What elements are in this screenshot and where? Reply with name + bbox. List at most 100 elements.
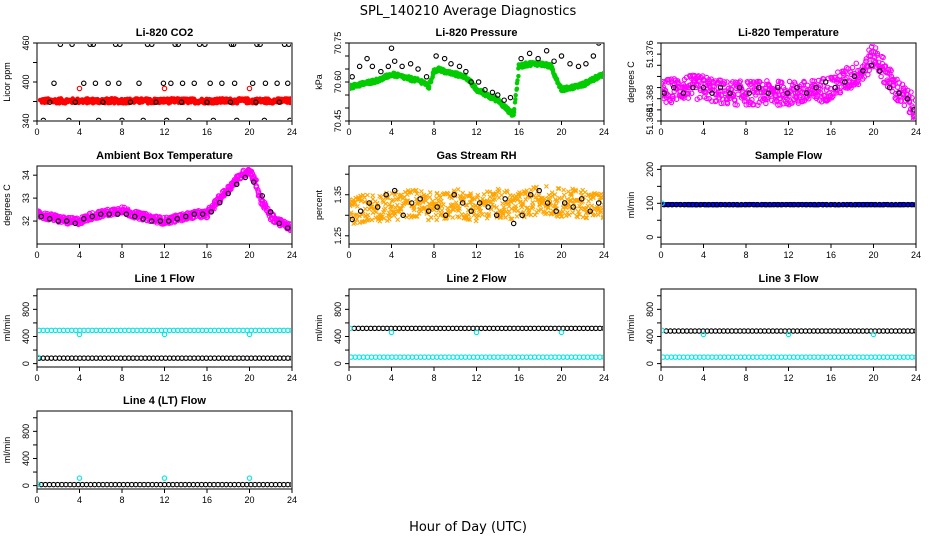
data-point [516, 73, 521, 79]
data-point [896, 80, 903, 86]
data-point [427, 190, 433, 195]
data-point [289, 355, 291, 361]
data-point [913, 328, 915, 334]
data-point [366, 200, 372, 206]
panel-ambient-box-temperature: Ambient Box Temperature degrees C 0 4 8 12 16 2… [2, 150, 297, 260]
y-tick-label: 33 [21, 193, 31, 203]
x-axis: 0 4 8 12 16 20 24 [34, 489, 297, 505]
data-point [66, 117, 72, 120]
data-point [514, 214, 520, 219]
x-tick-label: 0 [346, 373, 351, 383]
data-point [746, 87, 752, 94]
x-axis: 0 4 8 12 16 20 24 [658, 244, 921, 260]
y-tick-label: 400 [21, 74, 31, 89]
data-point [407, 200, 413, 206]
data-point [507, 94, 514, 101]
y-axis: 0 400 800 [21, 295, 37, 366]
series-minute-box-temperature [38, 167, 291, 234]
data-point [262, 80, 269, 87]
data-point [590, 53, 597, 59]
data-point [356, 63, 363, 70]
data-point [257, 44, 263, 48]
data-point [536, 187, 542, 194]
data-point [801, 79, 808, 86]
series-line-2-low [350, 354, 603, 360]
data-point [755, 102, 761, 108]
data-point [879, 64, 886, 70]
data-point [140, 216, 147, 222]
y-tick-label: 0 [21, 483, 31, 488]
data-point [513, 97, 518, 102]
data-point [178, 99, 185, 105]
data-point [822, 79, 829, 85]
data-point [551, 58, 557, 64]
x-tick-label: 0 [658, 250, 663, 260]
y-tick-label: 400 [21, 451, 31, 466]
data-point [424, 211, 430, 216]
data-point [491, 203, 497, 209]
x-tick-label: 16 [202, 127, 212, 137]
data-point [515, 78, 520, 83]
data-point [115, 211, 121, 217]
y-axis: 0 400 800 [21, 417, 37, 488]
x-tick-label: 0 [34, 250, 39, 260]
data-point [254, 44, 260, 48]
panel-sample-flow: Sample Flow ml/min 0 4 8 12 16 20 24 0 100 200 [626, 150, 921, 260]
data-point [685, 95, 692, 101]
data-point [549, 193, 555, 199]
data-point [419, 189, 424, 194]
data-point [289, 96, 291, 101]
data-point [450, 202, 455, 207]
y-tick-label: 51.364 [645, 107, 655, 135]
data-point [508, 216, 513, 222]
data-point [72, 99, 79, 105]
data-point [95, 117, 102, 120]
data-point [598, 210, 603, 215]
x-tick-label: 12 [159, 127, 169, 137]
y-axis-label: kPa [314, 74, 324, 90]
data-point [289, 482, 291, 488]
data-point [561, 187, 567, 193]
data-point [207, 80, 213, 87]
x-tick-label: 12 [471, 127, 481, 137]
panel-line-3-flow: Line 3 Flow ml/min 0 4 8 12 16 20 24 0 400 800 [626, 273, 921, 383]
series-co2-mid [46, 99, 282, 105]
data-point [492, 196, 498, 202]
data-point [662, 327, 665, 334]
data-point [533, 195, 538, 200]
data-point [433, 53, 439, 59]
data-point [544, 183, 549, 189]
data-point [284, 225, 291, 231]
data-point [354, 203, 360, 209]
data-point [520, 202, 526, 207]
x-tick-label: 8 [743, 127, 748, 137]
data-point [228, 44, 235, 48]
data-point [670, 96, 676, 102]
series-co2-flagged [76, 85, 253, 92]
data-point [820, 83, 826, 89]
data-point [547, 202, 553, 207]
data-point [913, 202, 915, 208]
data-point [568, 198, 573, 204]
data-point [242, 174, 249, 181]
data-point [912, 97, 915, 104]
data-point [388, 45, 395, 51]
data-point [904, 95, 911, 102]
data-point [556, 186, 562, 191]
x-tick-label: 20 [244, 127, 254, 137]
data-point [451, 188, 457, 194]
y-tick-label: 100 [645, 196, 655, 211]
y-tick-label: 1.25 [333, 227, 343, 245]
data-point [284, 80, 291, 87]
x-tick-label: 20 [556, 373, 566, 383]
y-axis-label: ml/min [2, 437, 12, 464]
data-point [601, 325, 603, 331]
y-tick-label: 460 [21, 35, 31, 50]
data-point [570, 204, 576, 210]
data-point [51, 80, 57, 87]
series-hourly-box-temperature [38, 174, 291, 231]
data-point [861, 74, 867, 80]
x-tick-label: 20 [556, 250, 566, 260]
data-point [725, 85, 732, 92]
data-point [476, 213, 482, 218]
